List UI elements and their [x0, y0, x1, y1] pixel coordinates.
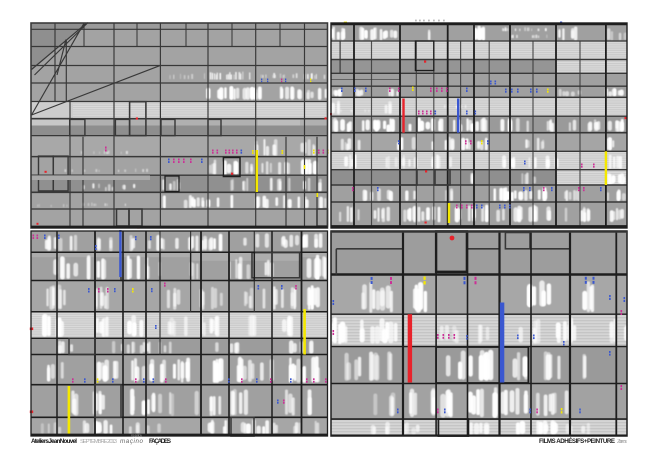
svg-text:Zooms: Zooms: [617, 439, 627, 445]
svg-text:FONDATION: FONDATION: [131, 434, 142, 438]
svg-text:FAÇADES: FAÇADES: [149, 438, 171, 445]
svg-text:FILMS ADHÉSIFS+PEINTURE: FILMS ADHÉSIFS+PEINTURE: [539, 437, 615, 445]
svg-text:AteliersJeanNouvel: AteliersJeanNouvel: [31, 438, 77, 445]
svg-text:SEPTEMBRE 2013: SEPTEMBRE 2013: [80, 439, 117, 445]
svg-text:maçino: maçino: [120, 438, 144, 445]
